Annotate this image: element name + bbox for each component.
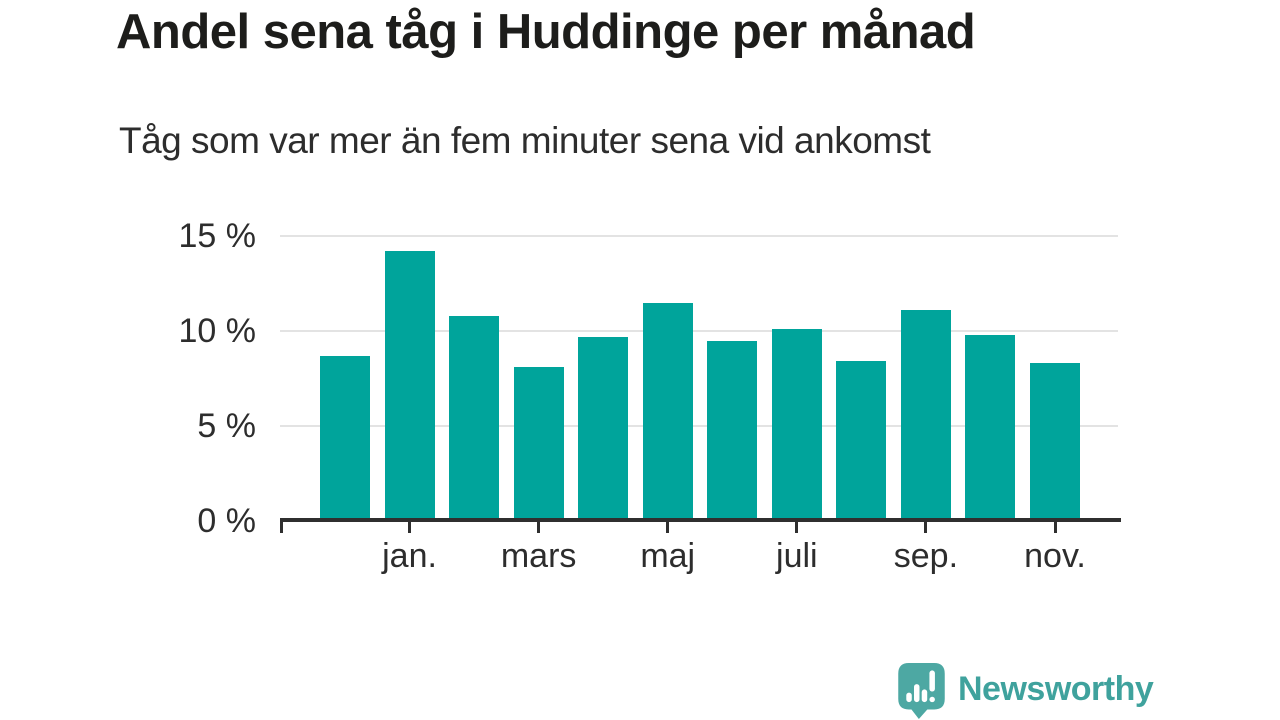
x-tick-label-jan: jan. (382, 537, 437, 575)
gridline-10 (280, 330, 1118, 332)
x-tick-jan (408, 518, 412, 533)
mini-bar-1 (906, 692, 912, 703)
brand-footer: Newsworthy (898, 663, 1154, 719)
gridline-15 (280, 235, 1118, 237)
exclamation-bar (929, 670, 935, 692)
x-axis-line (280, 518, 1121, 522)
chart-subtitle: Tåg som var mer än fem minuter sena vid … (119, 120, 931, 161)
bar-nov (1030, 363, 1080, 521)
x-tick-label-mars: mars (500, 537, 577, 575)
speech-bubble-shape (898, 663, 945, 719)
y-tick-label-10: 10 % (178, 312, 257, 350)
bar-jan (384, 251, 435, 521)
bar-feb (449, 315, 500, 521)
bar-apr (578, 336, 629, 521)
bar-mars (513, 367, 564, 521)
axis-origin-tick (280, 518, 283, 533)
brand-name: Newsworthy (958, 670, 1154, 708)
x-tick-nov (1053, 518, 1057, 533)
chart-title: Andel sena tåg i Huddinge per månad (116, 5, 976, 59)
y-tick-label-15: 15 % (178, 217, 257, 255)
x-tick-maj (666, 518, 670, 533)
bar-okt (965, 334, 1016, 521)
x-tick-label-nov: nov. (1024, 537, 1086, 575)
mini-bar-3 (921, 689, 928, 703)
bar-aug (836, 361, 887, 521)
x-tick-label-juli: juli (776, 537, 818, 575)
bar-sep (900, 310, 951, 521)
bar-juni (707, 340, 758, 521)
bar-juli (771, 329, 822, 521)
mini-bar-2 (913, 684, 920, 703)
x-tick-label-sep: sep. (893, 537, 959, 575)
y-tick-label-0: 0 % (197, 502, 256, 540)
x-tick-mars (537, 518, 541, 533)
bar-maj (642, 302, 693, 521)
newsworthy-logo-icon (898, 663, 945, 719)
x-tick-sep (924, 518, 928, 533)
exclamation-dot (929, 696, 935, 703)
y-tick-label-5: 5 % (197, 407, 256, 445)
x-tick-juli (795, 518, 799, 533)
gridline-5 (280, 425, 1118, 427)
x-tick-label-maj: maj (640, 537, 696, 575)
bar-dec (320, 355, 370, 521)
